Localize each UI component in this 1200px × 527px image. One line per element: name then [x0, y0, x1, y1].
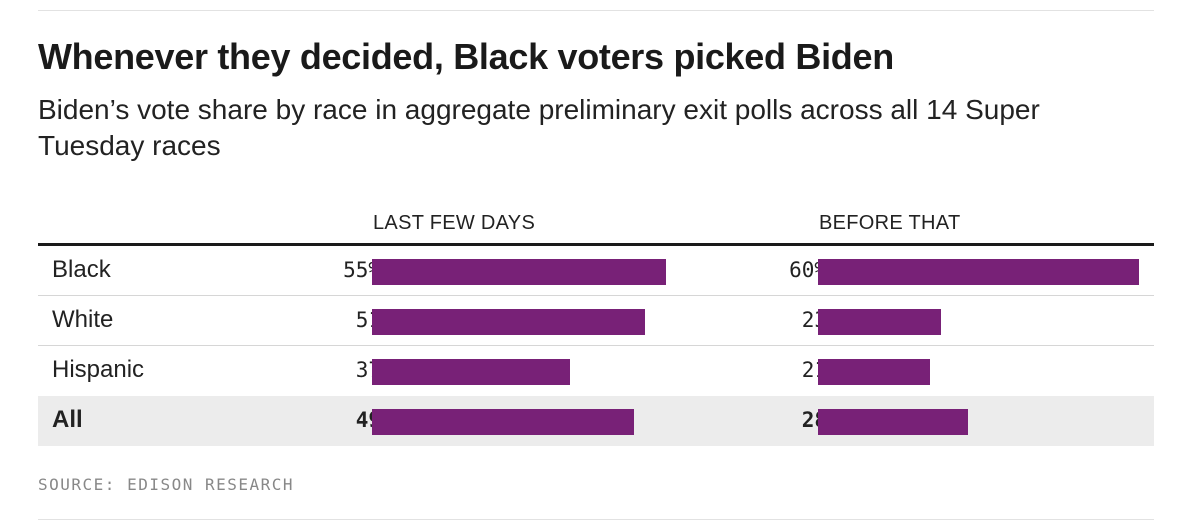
- bar: [372, 409, 634, 435]
- top-divider: [38, 10, 1154, 11]
- chart-subtitle: Biden’s vote share by race in aggregate …: [38, 94, 1040, 161]
- bar: [818, 409, 968, 435]
- row-label: Black: [52, 256, 111, 283]
- bar: [818, 359, 930, 385]
- row-hispanic: Hispanic 37 21: [38, 346, 1154, 396]
- header-rule: [38, 243, 1154, 246]
- bar: [818, 259, 1139, 285]
- row-label: Hispanic: [52, 356, 145, 383]
- column-header-last-few-days: LAST FEW DAYS: [373, 212, 536, 234]
- row-white: White 51 23: [38, 296, 1154, 346]
- bottom-divider: [38, 519, 1154, 520]
- column-header-before-that: BEFORE THAT: [819, 212, 961, 234]
- bar: [372, 359, 570, 385]
- bar: [372, 259, 666, 285]
- row-label: All: [52, 406, 83, 433]
- bar: [372, 309, 645, 335]
- chart-title: Whenever they decided, Black voters pick…: [38, 36, 894, 77]
- row-label: White: [52, 306, 114, 333]
- row-all: All 49 28: [38, 396, 1154, 446]
- bar: [818, 309, 941, 335]
- row-black: Black 55% 60%: [38, 246, 1154, 296]
- source-note: SOURCE: EDISON RESEARCH: [38, 475, 295, 494]
